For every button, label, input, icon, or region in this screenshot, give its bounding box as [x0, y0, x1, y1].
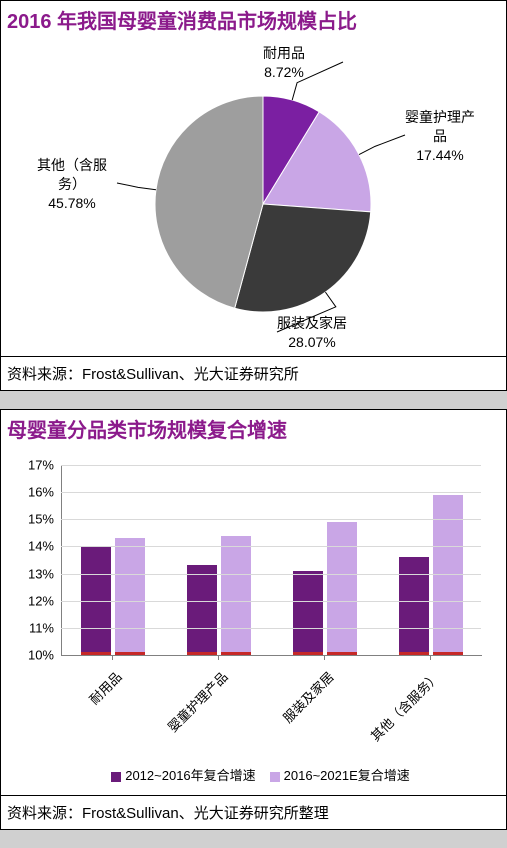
legend-swatch: [111, 772, 121, 782]
y-tick-label: 16%: [10, 485, 54, 500]
gridline: [61, 601, 481, 602]
bar-baseline-marker: [115, 652, 145, 655]
gridline: [61, 628, 481, 629]
pie-source: 资料来源：Frost&Sullivan、光大证券研究所: [1, 356, 506, 390]
legend-label: 2016~2021E复合增速: [284, 768, 410, 783]
gridline: [61, 546, 481, 547]
gridline: [61, 465, 481, 466]
y-tick-label: 14%: [10, 539, 54, 554]
legend-swatch: [270, 772, 280, 782]
bar: [221, 536, 251, 655]
bar: [399, 557, 429, 655]
pie-leader-line: [359, 135, 405, 155]
bar-source: 资料来源：Frost&Sullivan、光大证券研究所整理: [1, 795, 506, 829]
x-category-label: 服装及家居: [253, 667, 337, 751]
x-tick-mark: [430, 655, 431, 660]
bar-baseline-marker: [399, 652, 429, 655]
pie-slice-label: 服装及家居28.07%: [277, 314, 347, 352]
x-tick-mark: [324, 655, 325, 660]
bar: [187, 565, 217, 655]
pie-slice-label: 婴童护理产品17.44%: [405, 108, 475, 165]
bar: [115, 538, 145, 655]
bar-baseline-marker: [221, 652, 251, 655]
bar: [327, 522, 357, 655]
bar-legend: 2012~2016年复合增速 2016~2021E复合增速: [1, 765, 506, 784]
y-tick-label: 11%: [10, 620, 54, 635]
bar-panel: 母婴童分品类市场规模复合增速 10% 11% 12% 13% 14% 15% 16% 17% 耐…: [0, 409, 507, 830]
pie-leader-line: [117, 183, 156, 190]
x-tick-mark: [112, 655, 113, 660]
y-tick-label: 15%: [10, 512, 54, 527]
bar-title: 母婴童分品类市场规模复合增速: [1, 410, 506, 445]
bar-baseline-marker: [293, 652, 323, 655]
x-tick-mark: [218, 655, 219, 660]
x-category-label: 耐用品: [41, 667, 125, 751]
pie-slice-label: 其他（含服务）45.78%: [37, 156, 107, 213]
y-tick-label: 13%: [10, 566, 54, 581]
legend-label: 2012~2016年复合增速: [125, 768, 255, 783]
gridline: [61, 519, 481, 520]
pie-slice-label: 耐用品8.72%: [263, 44, 305, 82]
y-tick-label: 10%: [10, 648, 54, 663]
gridline: [61, 492, 481, 493]
y-tick-label: 12%: [10, 593, 54, 608]
pie-chart-area: 耐用品8.72% 婴童护理产品17.44% 服装及家居28.07% 其他（含服务）45…: [1, 36, 506, 356]
y-tick-label: 17%: [10, 458, 54, 473]
bar-chart-area: 10% 11% 12% 13% 14% 15% 16% 17% 耐用品婴童护理产品服装及家居其他…: [1, 445, 506, 795]
x-category-label: 婴童护理产品: [147, 667, 231, 751]
bar-baseline-marker: [187, 652, 217, 655]
pie-title: 2016 年我国母婴童消费品市场规模占比: [1, 1, 506, 36]
bar-baseline-marker: [433, 652, 463, 655]
bar-baseline-marker: [327, 652, 357, 655]
gridline: [61, 574, 481, 575]
pie-panel: 2016 年我国母婴童消费品市场规模占比 耐用品8.72% 婴童护理产品17.44…: [0, 0, 507, 391]
bar: [293, 571, 323, 655]
bar-baseline-marker: [81, 652, 111, 655]
x-category-label: 其他（含服务）: [359, 667, 443, 751]
